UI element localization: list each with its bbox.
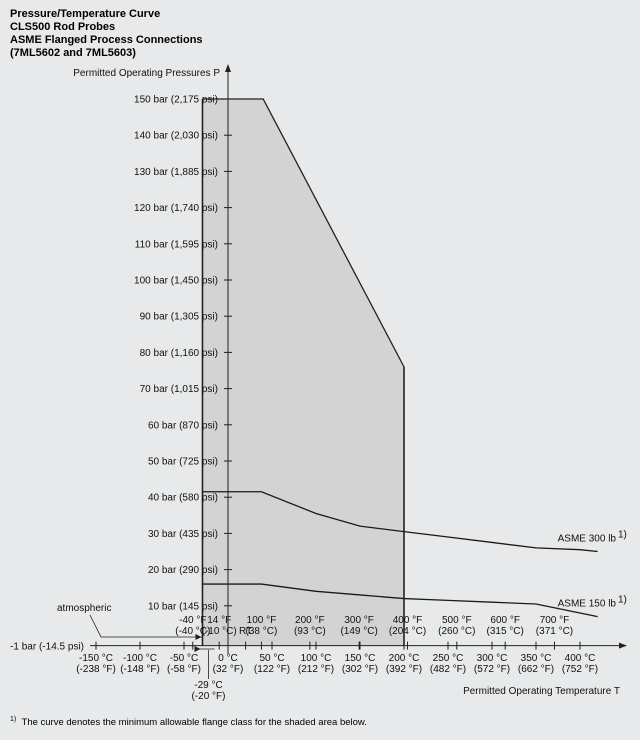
y-tick-label-60: 60 bar (870 psi)	[148, 420, 218, 431]
series-label-asme-300-lb: ASME 300 lb	[558, 534, 617, 545]
shaded-area-top-edge	[202, 98, 405, 368]
x-tick-label-c-350: 350 °C	[521, 653, 552, 664]
x-tick-label-c-sub-250: (482 °F)	[430, 664, 466, 675]
y-tick-label-10: 10 bar (145 psi)	[148, 601, 218, 612]
shaded-operating-area	[202, 99, 404, 646]
x-tick-label-f-sub-315: (315 °C)	[487, 626, 524, 637]
series-label-sup-asme-300-lb: 1)	[618, 530, 627, 541]
y-tick-label-90: 90 bar (1,305 psi)	[140, 312, 218, 323]
x-tick-label-c-50: 50 °C	[259, 653, 284, 664]
y-axis-arrow	[225, 64, 231, 72]
y-tick-label-110: 110 bar (1,595 psi)	[135, 239, 218, 250]
x-tick-label-c--150: -150 °C	[79, 653, 113, 664]
atmospheric-arrow	[195, 634, 202, 640]
x-tick-label-c-100: 100 °C	[301, 653, 332, 664]
x-tick-label-c-sub-350: (662 °F)	[518, 664, 554, 675]
chart-title: Pressure/Temperature Curve	[10, 8, 161, 20]
x-tick-label-f-149: 300 °F	[344, 615, 374, 626]
chart-subtitle-product: CLS500 Rod Probes	[10, 21, 116, 33]
x-tick-label-c-150: 150 °C	[345, 653, 376, 664]
x-tick-label-c-0: 0 °C	[218, 653, 238, 664]
x-tick-label-f-315: 600 °F	[490, 615, 520, 626]
atmospheric-leader	[89, 614, 203, 638]
x-tick-label-f-sub-93: (93 °C)	[294, 626, 326, 637]
x-tick-label-f-38: 100 °F	[247, 615, 277, 626]
series-label-asme-150-lb: ASME 150 lb	[558, 599, 617, 610]
x-tick-label-f-371: 700 °F	[540, 615, 570, 626]
x-tick-label-f--10: 14 °F	[207, 615, 231, 626]
min-temp-label: -29 °C	[194, 680, 222, 691]
x-axis-arrow	[619, 642, 627, 649]
atmospheric-label: atmospheric	[57, 603, 111, 614]
y-tick-label-80: 80 bar (1,160 psi)	[140, 348, 218, 359]
x-tick-label-f-93: 200 °F	[295, 615, 325, 626]
x-tick-label-c-400: 400 °C	[565, 653, 596, 664]
y-tick-label-40: 40 bar (580 psi)	[148, 493, 218, 504]
y-tick-label-70: 70 bar (1,015 psi)	[140, 384, 218, 395]
footnote-text: The curve denotes the minimum allowable …	[21, 717, 367, 729]
y-tick-label-minus1: -1 bar (-14.5 psi)	[10, 642, 84, 653]
x-tick-label-f-260: 500 °F	[442, 615, 472, 626]
chart-title-block: Pressure/Temperature Curve CLS500 Rod Pr…	[10, 8, 203, 60]
x-tick-label-c--50: -50 °C	[170, 653, 198, 664]
min-temp-arrow	[194, 646, 201, 652]
x-axis-label: Permitted Operating Temperature T	[463, 686, 620, 697]
footnote-mark: 1)	[10, 716, 17, 723]
x-tick-label-c-sub--100: (-148 °F)	[120, 664, 160, 675]
min-temp-label-sub: (-20 °F)	[191, 691, 225, 702]
x-tick-label-c-sub--50: (-58 °F)	[167, 664, 201, 675]
y-tick-label-100: 100 bar (1,450 psi)	[134, 276, 218, 287]
x-tick-label-c--100: -100 °C	[123, 653, 157, 664]
x-tick-label-c-sub-400: (752 °F)	[562, 664, 598, 675]
x-tick-label-f-sub--40: (-40 °C)	[175, 626, 210, 637]
y-tick-label-120: 120 bar (1,740 psi)	[134, 203, 218, 214]
y-tick-label-140: 140 bar (2,030 psi)	[134, 131, 218, 142]
x-tick-label-c-sub-300: (572 °F)	[474, 664, 510, 675]
x-tick-label-c-250: 250 °C	[433, 653, 464, 664]
y-tick-label-30: 30 bar (435 psi)	[148, 529, 218, 540]
x-tick-label-f--40: -40 °F	[179, 615, 206, 626]
series-line-asme-300-lb	[202, 491, 598, 553]
series-label-sup-asme-150-lb: 1)	[618, 595, 627, 606]
x-tick-label-c-sub-200: (392 °F)	[386, 664, 422, 675]
x-tick-label-f-sub-260: (260 °C)	[438, 626, 475, 637]
y-tick-label-20: 20 bar (290 psi)	[148, 565, 218, 576]
footnote: 1) The curve denotes the minimum allowab…	[10, 716, 367, 728]
y-tick-label-50: 50 bar (725 psi)	[148, 457, 218, 468]
x-tick-label-f-sub-204: (204 °C)	[389, 626, 426, 637]
x-tick-label-f-sub--10: (-10 °C)	[202, 626, 237, 637]
x-tick-label-c-sub-100: (212 °F)	[298, 664, 334, 675]
y-tick-label-130: 130 bar (1,885 psi)	[134, 167, 218, 178]
series-line-asme-150-lb	[202, 583, 598, 618]
chart-subtitle-models: (7ML5602 and 7ML5603)	[10, 47, 136, 59]
x-tick-label-c-200: 200 °C	[389, 653, 420, 664]
y-tick-label-150: 150 bar (2,175 psi)	[134, 95, 218, 106]
x-tick-label-f-sub-149: (149 °C)	[340, 626, 377, 637]
x-tick-label-f-sub-38: (38 °C)	[246, 626, 278, 637]
x-tick-label-f-204: 400 °F	[393, 615, 423, 626]
x-tick-label-c-300: 300 °C	[477, 653, 508, 664]
x-tick-label-f-sub-371: (371 °C)	[536, 626, 573, 637]
y-axis-label: Permitted Operating Pressures P	[73, 68, 220, 79]
rt-label: RT	[239, 626, 252, 637]
x-tick-label-c-sub-0: (32 °F)	[213, 664, 244, 675]
x-tick-label-c-sub-50: (122 °F)	[254, 664, 290, 675]
chart-subtitle-connection: ASME Flanged Process Connections	[10, 34, 203, 46]
x-tick-label-c-sub--150: (-238 °F)	[76, 664, 116, 675]
x-tick-label-c-sub-150: (302 °F)	[342, 664, 378, 675]
